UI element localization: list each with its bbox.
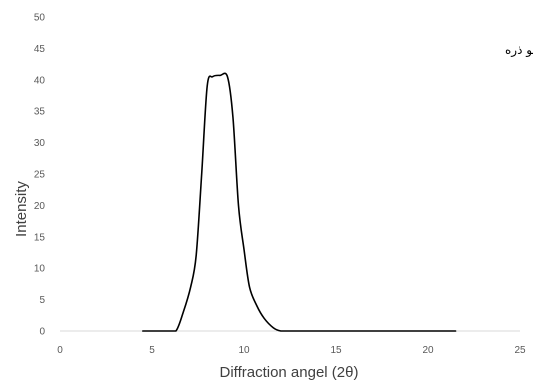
y-tick-label: 10 <box>34 264 46 275</box>
x-tick-label: 5 <box>149 345 155 356</box>
x-tick-label: 15 <box>330 345 342 356</box>
x-axis-ticks: 0 5 10 15 20 25 <box>57 345 526 356</box>
y-tick-label: 35 <box>34 107 46 118</box>
x-tick-label: 10 <box>238 345 250 356</box>
y-tick-label: 15 <box>34 232 46 243</box>
x-tick-label: 25 <box>514 345 526 356</box>
y-tick-label: 5 <box>39 295 45 306</box>
legend-label: اندازه نانو ذره <box>505 43 533 58</box>
y-tick-label: 0 <box>39 327 45 338</box>
series-line <box>142 72 457 332</box>
x-axis-title: Diffraction angel (2θ) <box>220 364 359 381</box>
x-tick-label: 20 <box>422 345 434 356</box>
y-tick-label: 40 <box>34 75 46 86</box>
y-axis-title: Intensity <box>13 181 30 237</box>
y-tick-label: 20 <box>34 201 46 212</box>
y-tick-label: 25 <box>34 170 46 181</box>
y-tick-label: 50 <box>34 13 46 24</box>
y-tick-label: 45 <box>34 44 46 55</box>
y-tick-label: 30 <box>34 138 46 149</box>
x-tick-label: 0 <box>57 345 63 356</box>
y-axis-ticks: 0 5 10 15 20 25 30 35 40 45 50 <box>34 13 46 338</box>
